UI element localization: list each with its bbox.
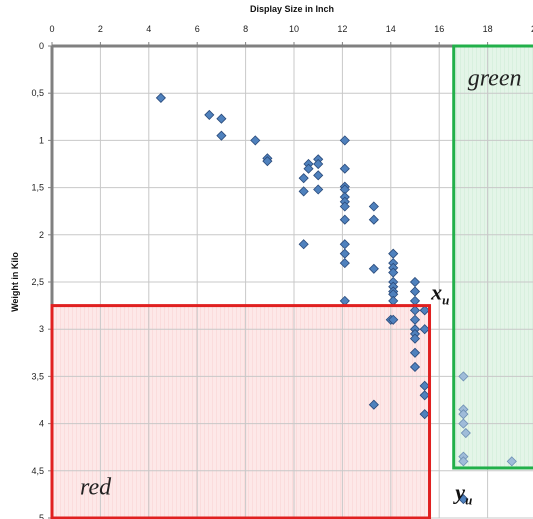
region-green-label: green — [468, 66, 522, 92]
data-point — [419, 305, 430, 316]
y-tick-label: 0,5 — [31, 88, 44, 98]
data-point — [298, 173, 309, 184]
data-point — [368, 263, 379, 274]
annotation-y-u: yu — [452, 480, 472, 508]
y-axis-title: Weight in Kilo — [10, 252, 20, 312]
x-tick-label: 14 — [386, 24, 396, 34]
data-point — [368, 214, 379, 225]
data-point — [298, 186, 309, 197]
x-tick-label: 10 — [289, 24, 299, 34]
data-point — [506, 456, 517, 467]
x-axis-title: Display Size in Inch — [250, 4, 334, 14]
region-red-label: red — [80, 474, 112, 500]
data-point — [409, 276, 421, 288]
x-tick-label: 20 — [531, 24, 533, 34]
data-point — [458, 371, 469, 382]
x-tick-label: 4 — [146, 24, 151, 34]
y-tick-label: 3,5 — [31, 371, 44, 381]
y-tick-label: 2 — [39, 230, 44, 240]
region-green-border — [452, 44, 533, 470]
data-point — [313, 170, 324, 181]
data-point — [409, 333, 421, 344]
data-point — [204, 109, 215, 120]
data-point — [303, 163, 314, 174]
data-point — [262, 156, 273, 167]
data-point — [409, 295, 421, 306]
y-tick-label: 4 — [39, 419, 44, 429]
x-tick-label: 18 — [483, 24, 493, 34]
region-red-fill — [52, 305, 430, 518]
data-point — [388, 314, 399, 325]
data-point — [388, 248, 399, 259]
y-tick-label: 1,5 — [31, 183, 44, 193]
y-tick-label: 3 — [39, 324, 44, 334]
y-tick-label: 2,5 — [31, 277, 44, 287]
data-points — [155, 92, 517, 505]
x-tick-label: 2 — [98, 24, 103, 34]
regions-background — [52, 46, 533, 518]
data-point — [339, 163, 350, 174]
data-point — [419, 324, 430, 335]
annotations: red green xu yu — [80, 66, 521, 508]
x-tick-label: 0 — [49, 24, 54, 34]
x-tick-labels: 0 2 4 6 8 10 12 14 16 18 20 — [49, 24, 533, 34]
annotation-x-u: xu — [430, 279, 449, 307]
data-point — [409, 347, 421, 358]
y-tick-label: 4,5 — [31, 466, 44, 476]
data-point — [339, 201, 350, 212]
data-point — [155, 92, 166, 103]
y-tick-label: 5 — [39, 513, 44, 519]
region-green-fill — [453, 46, 533, 468]
data-point — [339, 214, 350, 225]
data-point — [250, 135, 261, 146]
data-point — [313, 158, 324, 170]
x-tick-label: 16 — [434, 24, 444, 34]
regions-border — [50, 44, 533, 519]
data-point — [388, 295, 399, 306]
region-red-border — [50, 304, 432, 519]
data-point — [460, 427, 471, 439]
x-tick-label: 8 — [243, 24, 248, 34]
data-point — [409, 286, 421, 297]
data-point — [368, 201, 379, 212]
data-point — [339, 248, 350, 259]
x-tick-label: 12 — [337, 24, 347, 34]
data-point — [298, 239, 309, 250]
y-tick-label: 1 — [39, 135, 44, 145]
data-point — [313, 184, 324, 195]
data-point — [419, 409, 430, 420]
data-point — [458, 456, 469, 467]
data-point — [339, 239, 350, 250]
data-point — [339, 295, 350, 306]
data-point — [458, 418, 469, 429]
data-point — [339, 258, 350, 269]
data-point — [458, 494, 469, 505]
data-point — [339, 135, 350, 146]
data-point — [409, 361, 421, 373]
data-point — [419, 390, 430, 401]
x-tick-label: 6 — [195, 24, 200, 34]
data-point — [216, 113, 227, 124]
data-point — [368, 399, 379, 410]
y-tick-labels: 0 0,5 1 1,5 2 2,5 3 3,5 4 4,5 5 — [31, 41, 44, 519]
data-point — [216, 130, 227, 141]
y-tick-label: 0 — [39, 41, 44, 51]
